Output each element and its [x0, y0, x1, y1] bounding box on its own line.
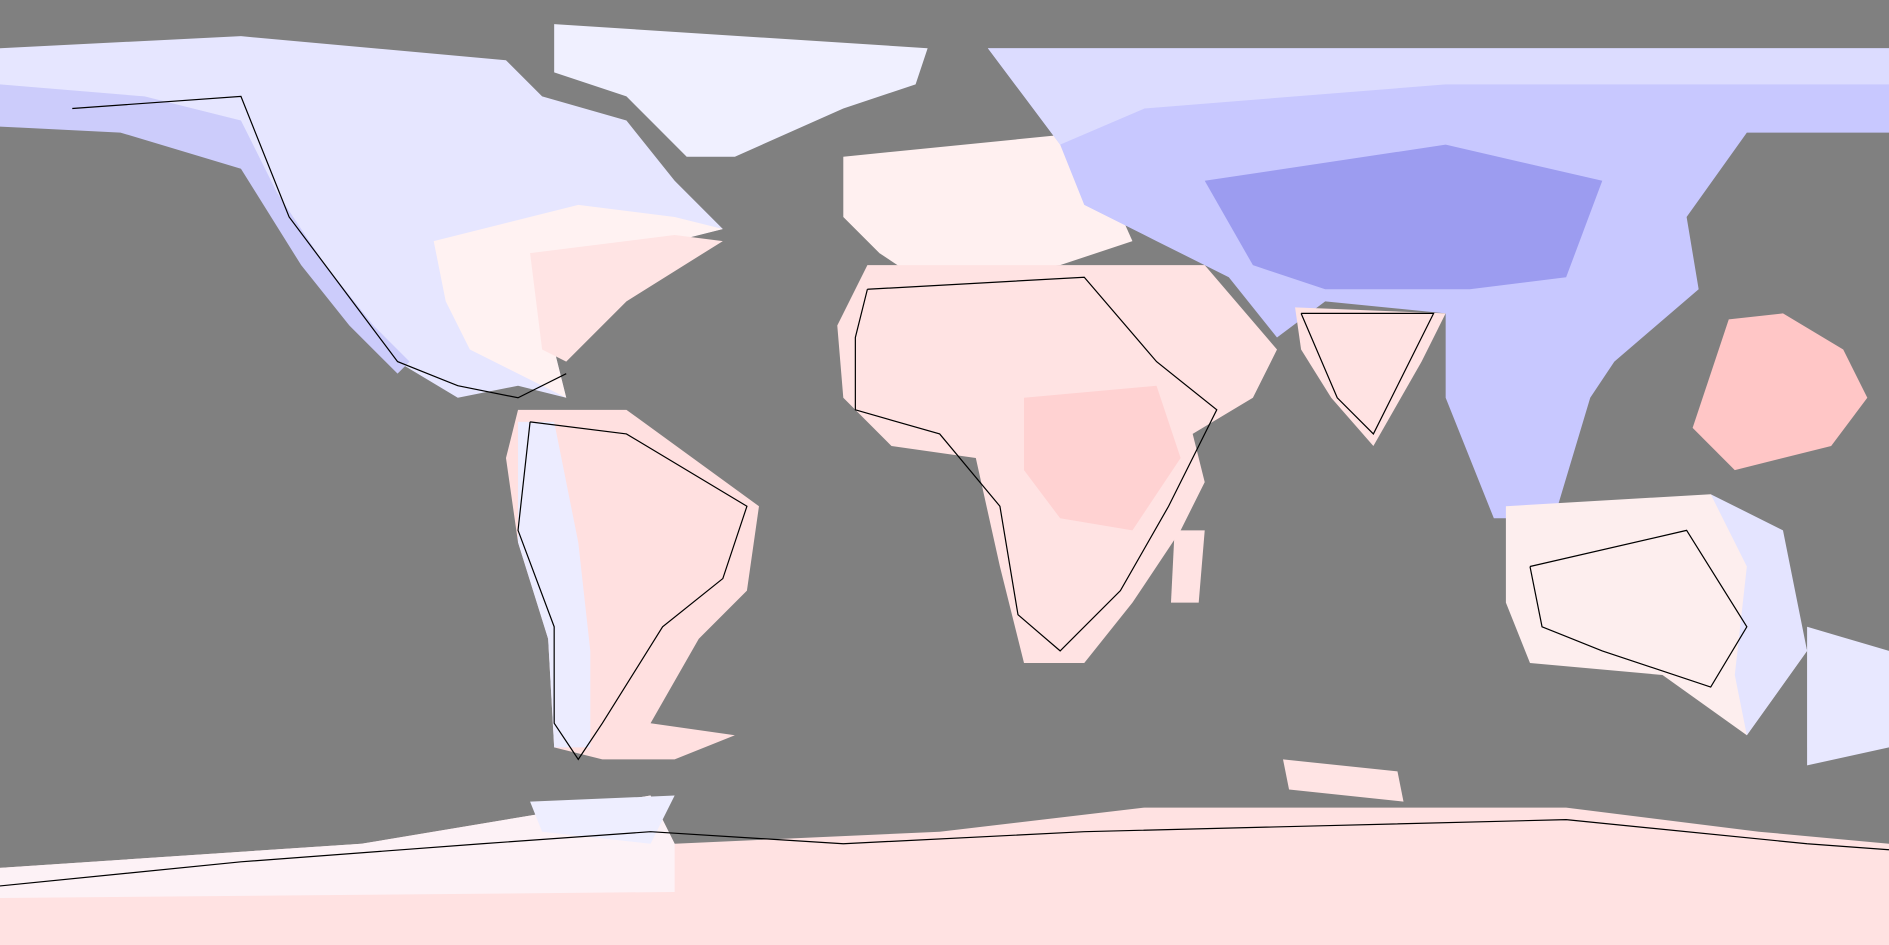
coastline	[517, 421, 748, 761]
greenland	[554, 24, 928, 157]
new-zealand	[1807, 626, 1889, 766]
europe	[843, 132, 1133, 278]
africa-center	[1024, 385, 1181, 531]
asia-core	[1204, 144, 1603, 290]
south-america-west	[518, 421, 591, 748]
north-america-gulf	[530, 235, 723, 362]
australia-east	[1710, 494, 1808, 736]
pacific-blob	[1692, 313, 1868, 471]
coastline	[854, 276, 1218, 652]
antarctic-peninsula	[530, 795, 675, 844]
coastline	[1300, 312, 1435, 435]
coastline	[72, 95, 567, 399]
coastline	[0, 819, 1889, 887]
coastline	[1529, 529, 1748, 688]
asia-north	[987, 48, 1889, 145]
southern-patch	[1283, 759, 1404, 802]
antarctica-west	[0, 795, 675, 898]
madagascar	[1170, 530, 1205, 603]
north-america-west	[0, 84, 410, 374]
india	[1295, 307, 1446, 446]
